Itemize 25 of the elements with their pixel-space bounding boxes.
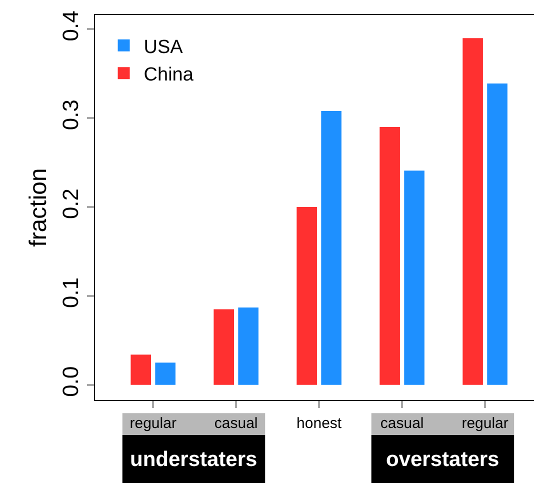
bar (380, 127, 400, 385)
bar (321, 111, 342, 385)
x-tick-label: casual (380, 415, 424, 432)
y-tick-label: 0.2 (58, 188, 84, 220)
text: overstaters (386, 448, 500, 471)
bar (238, 308, 258, 385)
bar (404, 170, 424, 385)
y-tick-label: 0.0 (58, 366, 84, 397)
x-tick-label: regular (130, 415, 176, 432)
legend-label: China (144, 64, 194, 86)
x-tick-label: casual (214, 415, 258, 432)
bar (462, 38, 483, 385)
text: understaters (130, 448, 258, 471)
bar (296, 207, 317, 385)
x-tick-label: regular (462, 415, 508, 432)
bar (214, 309, 234, 385)
bar (487, 83, 508, 385)
legend-label: USA (144, 36, 184, 58)
y-axis-title: fraction (25, 168, 52, 247)
y-tick-label: 0.3 (58, 100, 84, 130)
x-tick-label: honest (296, 415, 342, 432)
y-tick-label: 0.4 (58, 10, 84, 42)
bar (130, 354, 152, 385)
y-tick-label: 0.1 (58, 277, 84, 308)
bar (155, 362, 176, 385)
